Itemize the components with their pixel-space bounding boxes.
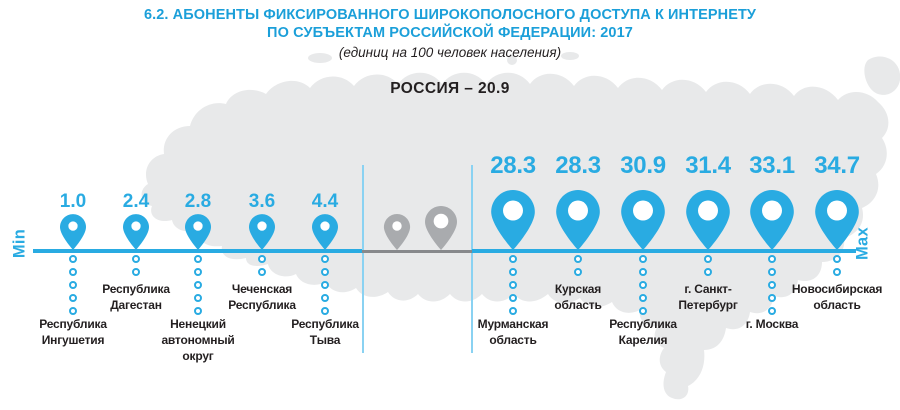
leader-dot <box>69 294 77 302</box>
leader-dot <box>321 268 329 276</box>
page-title-line1: 6.2. АБОНЕНТЫ ФИКСИРОВАННОГО ШИРОКОПОЛОС… <box>143 7 757 23</box>
leader-dot <box>194 268 202 276</box>
value-label: 31.4 <box>685 152 731 179</box>
leader-dot <box>69 255 77 263</box>
leader-dot <box>321 281 329 289</box>
leader-dot <box>768 268 776 276</box>
leader-dot <box>509 294 517 302</box>
separator-line-right <box>471 165 473 353</box>
region-label: г. Москва <box>745 317 799 331</box>
russia-average-value: РОССИЯ – 20.9 <box>390 80 510 97</box>
axis-line-gray-middle <box>362 250 472 253</box>
leader-dot <box>321 294 329 302</box>
value-label: 28.3 <box>555 152 601 179</box>
region-label: Новосибирская область <box>791 282 883 312</box>
region-label: Республика Дагестан <box>102 282 170 312</box>
leader-dot <box>258 255 266 263</box>
leader-dots <box>132 255 140 276</box>
location-pin-icon <box>491 190 535 250</box>
value-label: 33.1 <box>749 152 795 179</box>
leader-dot <box>639 294 647 302</box>
value-label: 4.4 <box>311 191 339 212</box>
max-axis-label: Max <box>853 227 872 260</box>
leader-dot <box>69 307 77 315</box>
leader-dot <box>509 281 517 289</box>
leader-dot <box>194 281 202 289</box>
leader-dot <box>704 255 712 263</box>
leader-dot <box>194 294 202 302</box>
leader-dots <box>833 255 841 276</box>
leader-dots <box>768 255 776 315</box>
location-pin-icon-gray-large <box>425 206 458 250</box>
region-label: Республика Тыва <box>291 317 359 347</box>
value-label: 2.4 <box>122 191 150 212</box>
leader-dot <box>509 255 517 263</box>
leader-dots <box>639 255 647 315</box>
value-label: 28.3 <box>490 152 536 179</box>
leader-dot <box>321 255 329 263</box>
leader-dot <box>69 281 77 289</box>
region-label: Чеченская Республика <box>228 282 296 312</box>
leader-dot <box>833 268 841 276</box>
region-label: Ненецкий автономный округ <box>161 317 235 363</box>
value-label: 30.9 <box>620 152 666 179</box>
location-pin-icon <box>60 214 86 250</box>
leader-dot <box>194 255 202 263</box>
leader-dot <box>132 268 140 276</box>
leader-dot <box>321 307 329 315</box>
page-title-line2: ПО СУБЪЕКТАМ РОССИЙСКОЙ ФЕДЕРАЦИИ: 2017 <box>267 24 633 41</box>
location-pin-icon <box>686 190 730 250</box>
leader-dots <box>574 255 582 276</box>
leader-dot <box>194 307 202 315</box>
value-label: 34.7 <box>814 152 860 179</box>
separator-line-left <box>362 165 364 353</box>
location-pin-icon-gray-small <box>384 214 411 250</box>
location-pin-icon <box>621 190 665 250</box>
leader-dot <box>768 307 776 315</box>
location-pin-icon <box>185 214 211 250</box>
location-pin-icon <box>249 214 275 250</box>
min-axis-label: Min <box>10 228 29 259</box>
location-pin-icon <box>750 190 794 250</box>
value-label: 2.8 <box>184 191 212 212</box>
region-label: г. Санкт- Петербург <box>678 282 738 312</box>
leader-dot <box>768 281 776 289</box>
leader-dot <box>69 268 77 276</box>
leader-dot <box>704 268 712 276</box>
leader-dot <box>768 294 776 302</box>
leader-dots <box>69 255 77 315</box>
leader-dots <box>258 255 266 276</box>
region-label: Республика Ингушетия <box>39 317 107 347</box>
leader-dot <box>768 255 776 263</box>
leader-dots <box>194 255 202 315</box>
leader-dot <box>132 255 140 263</box>
leader-dot <box>639 255 647 263</box>
leader-dots <box>321 255 329 315</box>
region-label: Курская область <box>554 282 602 312</box>
leader-dot <box>639 307 647 315</box>
axis-line-blue-right <box>472 249 856 253</box>
leader-dot <box>574 255 582 263</box>
location-pin-icon <box>556 190 600 250</box>
value-label: 1.0 <box>59 191 87 212</box>
leader-dot <box>639 281 647 289</box>
region-label: Мурманская область <box>477 317 549 347</box>
leader-dot <box>509 268 517 276</box>
leader-dot <box>639 268 647 276</box>
leader-dots <box>509 255 517 315</box>
location-pin-icon <box>312 214 338 250</box>
leader-dot <box>833 255 841 263</box>
location-pin-icon <box>123 214 149 250</box>
leader-dot <box>509 307 517 315</box>
units-subtitle: (единиц на 100 человек населения) <box>338 45 562 60</box>
axis-line-blue-left <box>33 249 362 253</box>
header: 6.2. АБОНЕНТЫ ФИКСИРОВАННОГО ШИРОКОПОЛОС… <box>0 7 900 60</box>
leader-dots <box>704 255 712 276</box>
leader-dot <box>574 268 582 276</box>
value-label: 3.6 <box>248 191 276 212</box>
region-label: Республика Карелия <box>609 317 677 347</box>
location-pin-icon <box>815 190 859 250</box>
leader-dot <box>258 268 266 276</box>
